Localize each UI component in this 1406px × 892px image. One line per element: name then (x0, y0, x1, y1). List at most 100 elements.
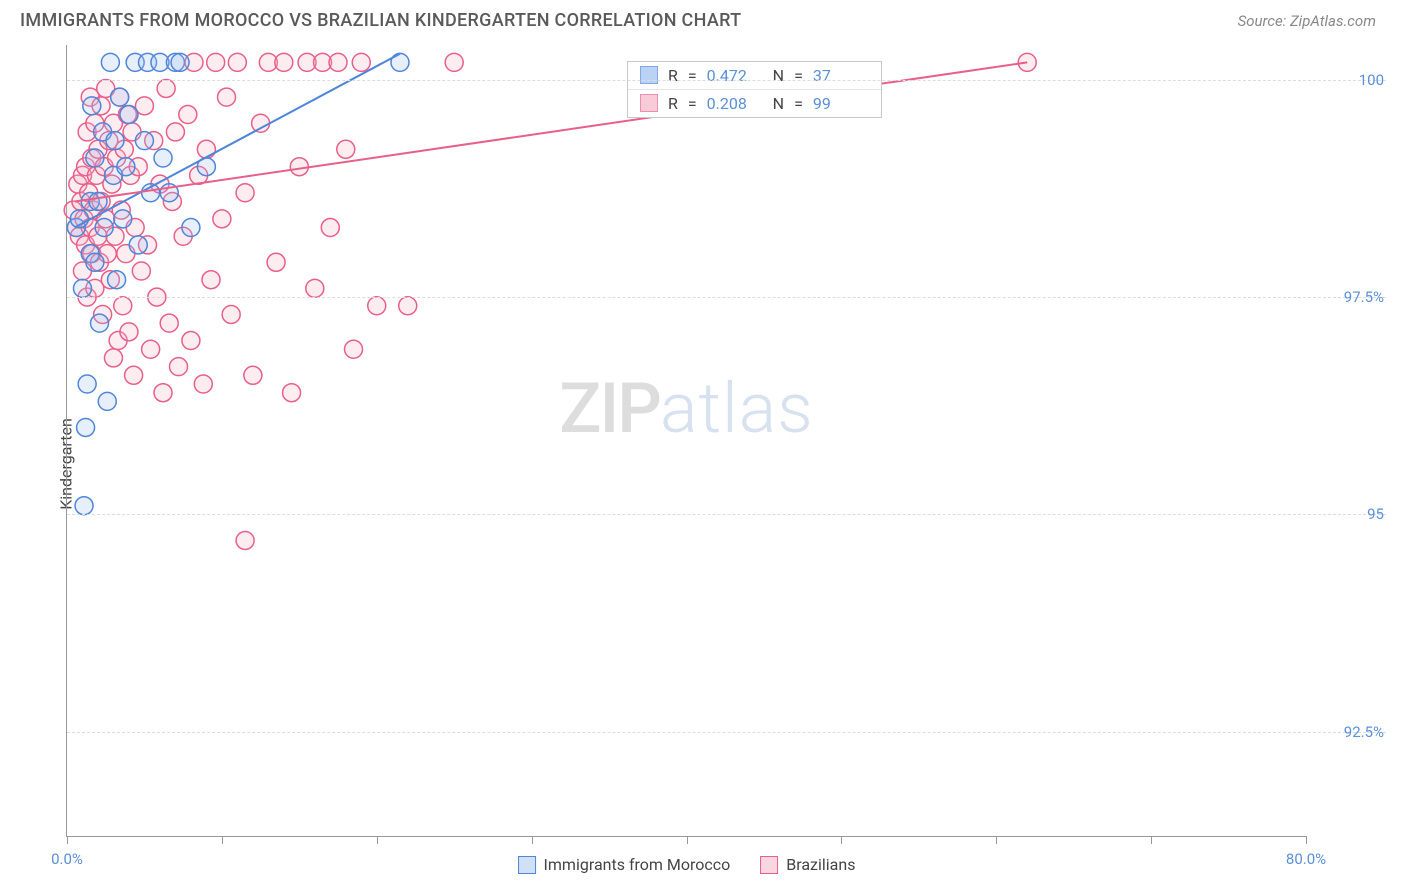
scatter-point-brazilians (114, 297, 132, 315)
scatter-point-brazilians (236, 531, 254, 549)
scatter-point-brazilians (329, 53, 347, 71)
scatter-point-brazilians (275, 53, 293, 71)
stat-r-label: R (668, 94, 678, 113)
legend-item: Immigrants from Morocco (518, 855, 731, 874)
x-tick (377, 836, 378, 844)
scatter-point-brazilians (182, 332, 200, 350)
scatter-point-brazilians (345, 340, 363, 358)
scatter-svg-layer (67, 45, 1306, 836)
scatter-point-morocco (117, 158, 135, 176)
scatter-point-brazilians (306, 279, 324, 297)
scatter-point-morocco (86, 253, 104, 271)
scatter-point-brazilians (154, 384, 172, 402)
stat-n-value: 37 (813, 66, 869, 85)
scatter-point-brazilians (290, 158, 308, 176)
stat-r-value: 0.208 (707, 94, 763, 113)
scatter-point-brazilians (104, 349, 122, 367)
equals-sign: = (688, 94, 697, 113)
scatter-point-brazilians (207, 53, 225, 71)
x-tick (1306, 836, 1307, 844)
scatter-point-morocco (83, 97, 101, 115)
scatter-point-morocco (98, 392, 116, 410)
scatter-point-morocco (120, 106, 138, 124)
swatch-icon (640, 66, 658, 84)
scatter-point-brazilians (194, 375, 212, 393)
scatter-point-brazilians (125, 366, 143, 384)
scatter-point-morocco (182, 219, 200, 237)
scatter-point-brazilians (337, 140, 355, 158)
scatter-point-brazilians (228, 53, 246, 71)
x-tick-label: 80.0% (1286, 850, 1326, 868)
y-tick-label: 97.5% (1344, 288, 1384, 306)
legend-item: Brazilians (760, 855, 855, 874)
stat-r-value: 0.472 (707, 66, 763, 85)
source-attribution: Source: ZipAtlas.com (1238, 12, 1376, 30)
scatter-point-morocco (86, 149, 104, 167)
scatter-point-morocco (129, 236, 147, 254)
scatter-point-brazilians (166, 123, 184, 141)
scatter-point-morocco (171, 53, 189, 71)
scatter-point-brazilians (142, 340, 160, 358)
equals-sign: = (794, 66, 803, 85)
scatter-point-morocco (78, 375, 96, 393)
scatter-point-brazilians (132, 262, 150, 280)
stat-n-label: N (773, 94, 784, 113)
scatter-point-brazilians (179, 106, 197, 124)
scatter-point-brazilians (321, 219, 339, 237)
scatter-point-morocco (108, 271, 126, 289)
stat-n-label: N (773, 66, 784, 85)
x-tick (67, 836, 68, 844)
legend-label: Immigrants from Morocco (544, 855, 731, 874)
scatter-point-morocco (95, 219, 113, 237)
scatter-point-brazilians (283, 384, 301, 402)
gridline-h (67, 732, 1386, 733)
equals-sign: = (794, 94, 803, 113)
swatch-icon (640, 94, 658, 112)
equals-sign: = (688, 66, 697, 85)
stat-n-value: 99 (813, 94, 869, 113)
y-tick-label: 92.5% (1344, 723, 1384, 741)
chart-container: Kindergarten ZIPatlas R=0.472N=37R=0.208… (20, 45, 1386, 882)
scatter-point-morocco (89, 192, 107, 210)
scatter-point-brazilians (399, 297, 417, 315)
scatter-point-brazilians (445, 53, 463, 71)
scatter-point-brazilians (213, 210, 231, 228)
scatter-point-brazilians (197, 140, 215, 158)
scatter-point-brazilians (218, 88, 236, 106)
scatter-point-brazilians (352, 53, 370, 71)
scatter-point-brazilians (236, 184, 254, 202)
scatter-point-morocco (154, 149, 172, 167)
scatter-point-morocco (106, 132, 124, 150)
correlation-stats-box: R = 0.472 N = 37 R = 0.208 N = 99 (627, 61, 882, 118)
scatter-point-brazilians (170, 358, 188, 376)
stat-r-label: R (668, 66, 678, 85)
scatter-point-brazilians (222, 305, 240, 323)
chart-title: IMMIGRANTS FROM MOROCCO VS BRAZILIAN KIN… (20, 10, 741, 31)
x-tick (1151, 836, 1152, 844)
swatch-icon (518, 856, 536, 874)
scatter-point-brazilians (202, 271, 220, 289)
gridline-h (67, 297, 1386, 298)
x-tick (222, 836, 223, 844)
series-legend: Immigrants from Morocco Brazilians (518, 855, 856, 874)
scatter-point-brazilians (252, 114, 270, 132)
swatch-icon (760, 856, 778, 874)
plot-area: ZIPatlas R=0.472N=37R=0.208N=99 Immigran… (66, 45, 1306, 837)
scatter-point-brazilians (120, 323, 138, 341)
scatter-point-morocco (111, 88, 129, 106)
y-tick-label: 95 (1367, 505, 1384, 523)
scatter-point-morocco (91, 314, 109, 332)
scatter-point-morocco (73, 279, 91, 297)
scatter-point-morocco (101, 53, 119, 71)
scatter-point-brazilians (267, 253, 285, 271)
scatter-point-morocco (75, 497, 93, 515)
scatter-point-morocco (135, 132, 153, 150)
trend-line-brazilians (75, 62, 1027, 201)
scatter-point-brazilians (160, 314, 178, 332)
scatter-point-morocco (77, 418, 95, 436)
stats-row-brazilians: R = 0.208 N = 99 (628, 89, 881, 117)
scatter-point-morocco (114, 210, 132, 228)
scatter-point-brazilians (244, 366, 262, 384)
y-tick-label: 100 (1359, 71, 1384, 89)
x-tick-label: 0.0% (51, 850, 83, 868)
